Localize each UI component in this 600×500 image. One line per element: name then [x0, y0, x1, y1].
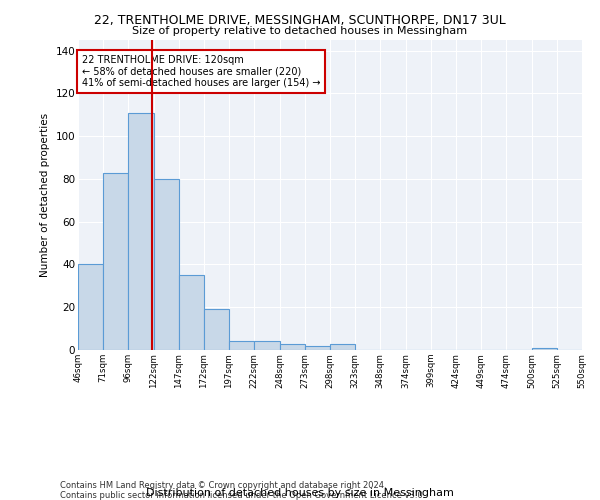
Text: 22 TRENTHOLME DRIVE: 120sqm
← 58% of detached houses are smaller (220)
41% of se: 22 TRENTHOLME DRIVE: 120sqm ← 58% of det…	[82, 55, 320, 88]
Bar	[154, 179, 179, 350]
Bar	[229, 342, 254, 350]
Bar	[330, 344, 355, 350]
Bar	[128, 112, 154, 350]
Text: Distribution of detached houses by size in Messingham: Distribution of detached houses by size …	[146, 488, 454, 498]
Text: Size of property relative to detached houses in Messingham: Size of property relative to detached ho…	[133, 26, 467, 36]
Y-axis label: Number of detached properties: Number of detached properties	[40, 113, 50, 277]
Bar	[254, 342, 280, 350]
Text: 22, TRENTHOLME DRIVE, MESSINGHAM, SCUNTHORPE, DN17 3UL: 22, TRENTHOLME DRIVE, MESSINGHAM, SCUNTH…	[94, 14, 506, 27]
Bar	[204, 310, 229, 350]
Bar	[280, 344, 305, 350]
Bar	[78, 264, 103, 350]
Bar	[103, 172, 128, 350]
Text: Contains HM Land Registry data © Crown copyright and database right 2024.
Contai: Contains HM Land Registry data © Crown c…	[60, 481, 425, 500]
Bar	[179, 275, 204, 350]
Bar	[305, 346, 330, 350]
Bar	[532, 348, 557, 350]
